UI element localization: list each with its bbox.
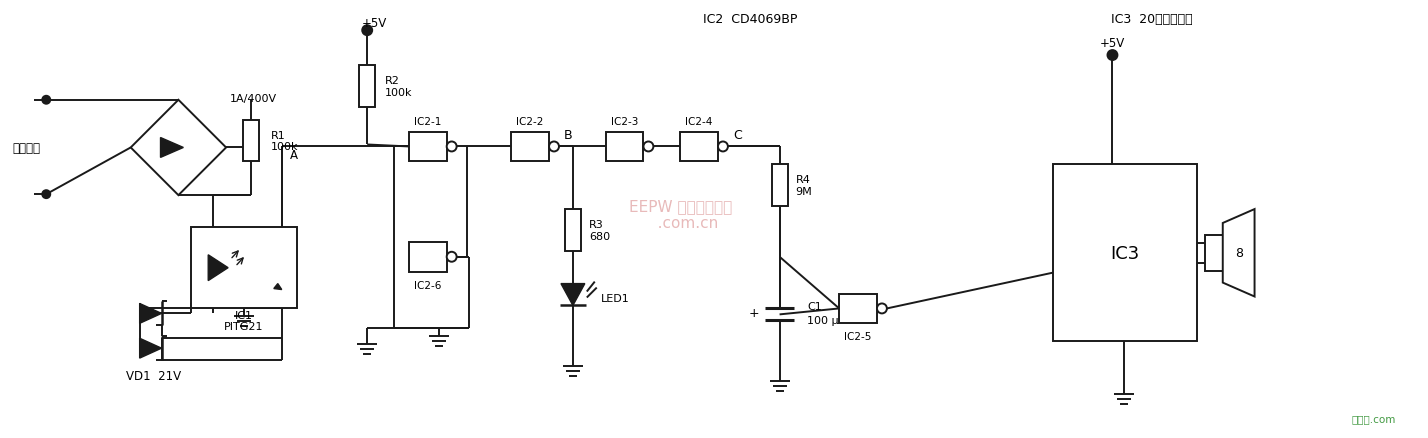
- Text: IC2  CD4069BP: IC2 CD4069BP: [703, 13, 797, 26]
- Text: VD1  21V: VD1 21V: [126, 370, 181, 383]
- Bar: [408, 242, 447, 272]
- Text: A: A: [290, 148, 297, 162]
- Text: 8: 8: [1235, 247, 1242, 260]
- Bar: [605, 132, 644, 162]
- Polygon shape: [208, 255, 228, 281]
- Text: EEPW 电子产品世界
   .com.cn: EEPW 电子产品世界 .com.cn: [628, 198, 731, 231]
- Text: LED1: LED1: [601, 294, 630, 304]
- Text: IC2-6: IC2-6: [414, 280, 441, 290]
- Bar: [680, 132, 718, 162]
- Circle shape: [43, 96, 50, 105]
- Text: PITG21: PITG21: [224, 321, 264, 332]
- Circle shape: [877, 304, 887, 314]
- Text: IC1: IC1: [236, 311, 253, 321]
- Text: +5V: +5V: [1100, 36, 1125, 49]
- Text: 100 μ: 100 μ: [807, 316, 840, 325]
- Text: IC2-4: IC2-4: [685, 117, 713, 126]
- Bar: [408, 132, 447, 162]
- Text: R4
9M: R4 9M: [795, 175, 813, 197]
- Bar: [360, 66, 376, 107]
- Text: IC2-1: IC2-1: [414, 117, 441, 126]
- Bar: [771, 165, 787, 207]
- Bar: [840, 294, 877, 324]
- Text: C1: C1: [807, 302, 823, 312]
- Text: R1
100k: R1 100k: [271, 131, 298, 152]
- Text: B: B: [564, 129, 573, 142]
- Text: IC2-5: IC2-5: [844, 332, 871, 342]
- Text: 1A/400V: 1A/400V: [230, 94, 277, 103]
- Bar: [191, 227, 297, 309]
- Circle shape: [644, 142, 654, 152]
- Text: IC2-3: IC2-3: [611, 117, 638, 126]
- Polygon shape: [140, 339, 161, 358]
- Bar: [1052, 165, 1197, 342]
- Polygon shape: [1222, 209, 1255, 297]
- Polygon shape: [140, 304, 161, 324]
- Circle shape: [447, 252, 457, 262]
- Text: R2
100k: R2 100k: [386, 76, 413, 97]
- Polygon shape: [561, 284, 585, 306]
- Text: +: +: [750, 306, 760, 319]
- Text: +5V: +5V: [363, 17, 387, 30]
- Bar: [243, 120, 258, 162]
- Bar: [565, 209, 581, 251]
- Circle shape: [718, 142, 728, 152]
- Circle shape: [363, 26, 373, 36]
- Text: 接线图.com: 接线图.com: [1351, 413, 1395, 423]
- Text: IC3  20秒录音模块: IC3 20秒录音模块: [1111, 13, 1192, 26]
- Text: 至电话线: 至电话线: [13, 141, 40, 155]
- Circle shape: [548, 142, 558, 152]
- Bar: [1205, 235, 1222, 271]
- Circle shape: [447, 142, 457, 152]
- Text: IC2-2: IC2-2: [517, 117, 544, 126]
- Circle shape: [43, 191, 50, 199]
- Polygon shape: [274, 284, 281, 290]
- Circle shape: [1108, 51, 1118, 61]
- Polygon shape: [131, 101, 226, 196]
- Text: C: C: [733, 129, 741, 142]
- Bar: [511, 132, 548, 162]
- Polygon shape: [160, 138, 183, 158]
- Text: IC3: IC3: [1110, 244, 1140, 262]
- Text: R3
680: R3 680: [588, 219, 610, 241]
